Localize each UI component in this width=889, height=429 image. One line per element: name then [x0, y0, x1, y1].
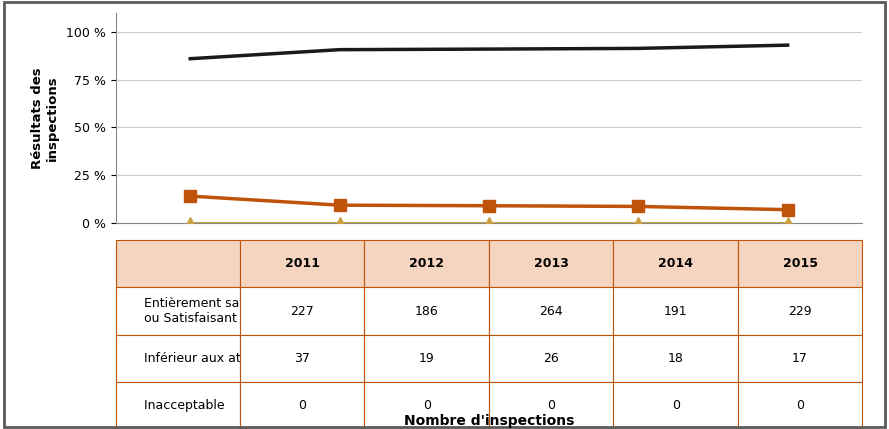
Y-axis label: Résultats des
inspections: Résultats des inspections [31, 67, 59, 169]
Text: Nombre d'inspections: Nombre d'inspections [404, 414, 574, 428]
